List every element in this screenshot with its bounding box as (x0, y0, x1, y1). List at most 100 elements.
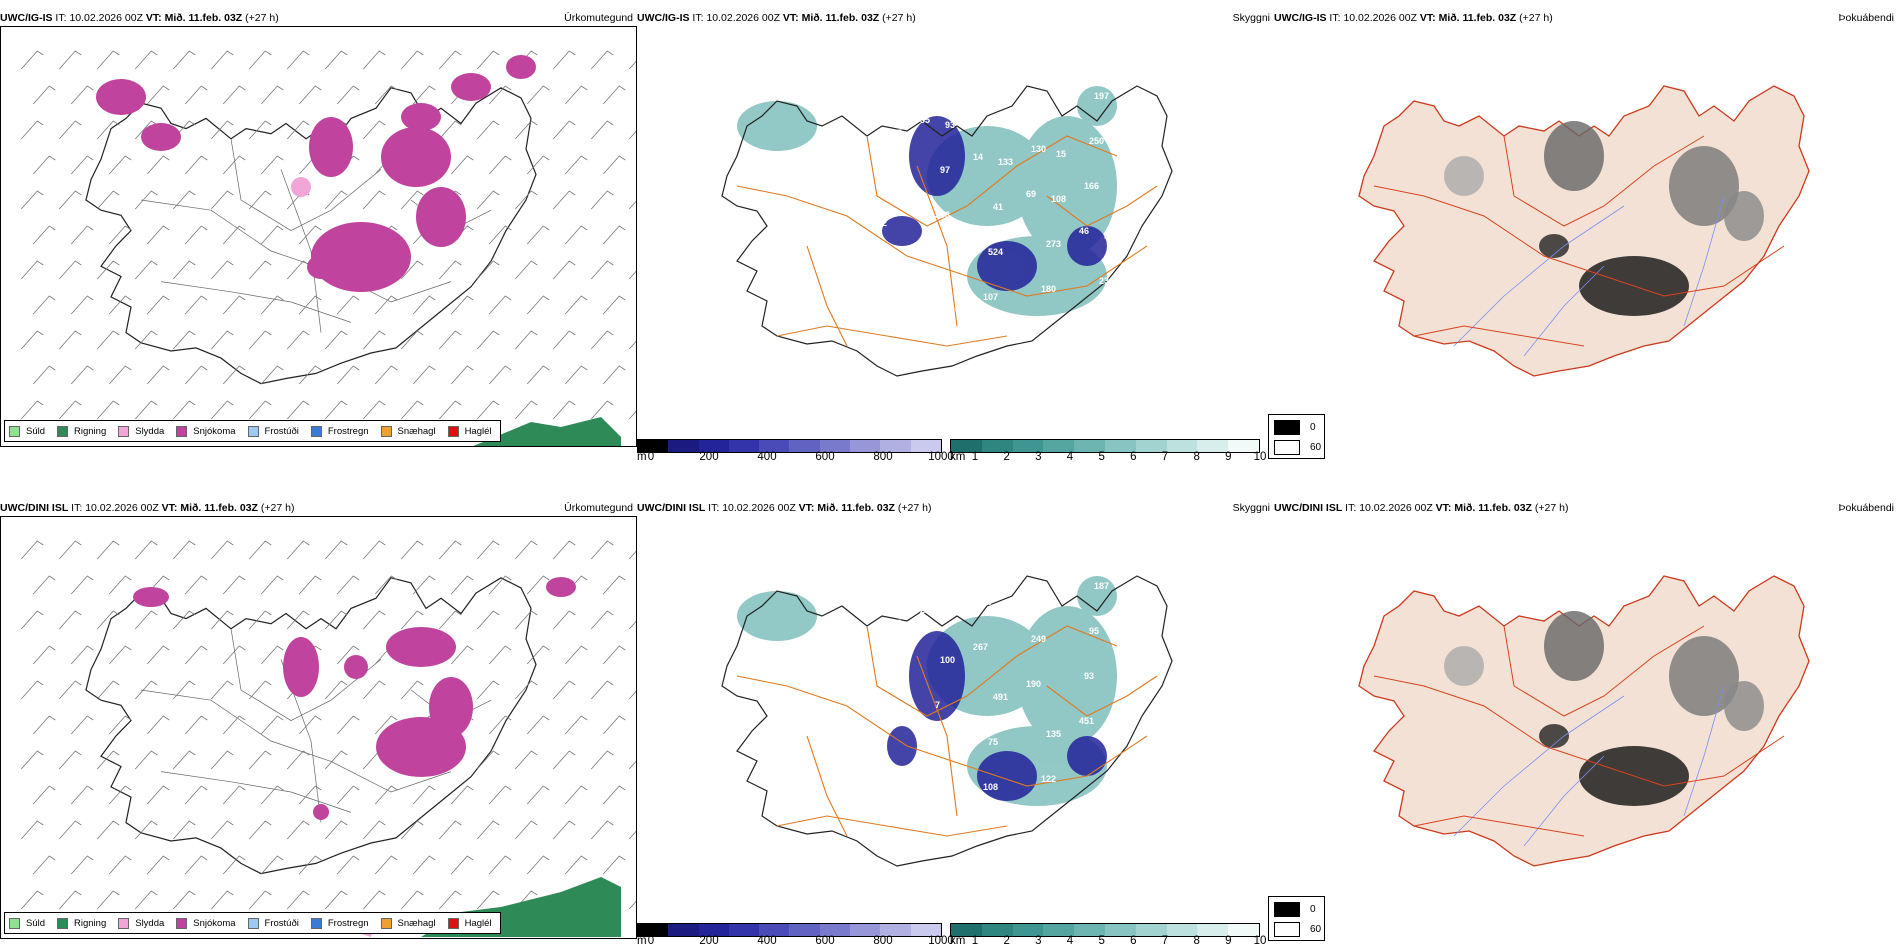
ceiling-value-label: 100 (940, 655, 955, 665)
legend-label: Frostregn (327, 917, 369, 929)
ceiling-unit: m (637, 935, 647, 947)
precip-map: Súld Rigning Slydda Snjókoma Frostúði Frostre… (0, 26, 637, 447)
visibility-colorbar (950, 923, 1260, 937)
legend-swatch (380, 425, 392, 437)
ceiling-value-label: 524 (988, 247, 1003, 257)
ceiling-tick: 600 (815, 451, 835, 463)
colorbar-segment (951, 924, 982, 936)
fog-legend-swatch (1274, 922, 1300, 937)
init-time: 10.02.2026 00Z (706, 12, 780, 24)
visibility-tick: 6 (1130, 935, 1137, 947)
legend-item: Rigning (57, 425, 106, 437)
legend-swatch (380, 917, 392, 929)
colorbar-segment (850, 924, 881, 936)
visibility-tick: 7 (1161, 451, 1169, 463)
legend-swatch (310, 425, 322, 437)
visibility-tick: 6 (1130, 451, 1137, 463)
fog-legend-item: 0 (1274, 420, 1316, 435)
init-time: 10.02.2026 00Z (1343, 12, 1417, 24)
ceiling-value-label: 267 (973, 642, 988, 652)
field-name: Úrkomutegund (564, 12, 633, 24)
legend-swatch (247, 425, 259, 437)
ceiling-value-label: 180 (1041, 284, 1056, 294)
panel-header: UWC/IG-IS IT: 10.02.2026 00Z VT: Mið. 11… (0, 10, 279, 26)
legend-item: Frostúði (247, 425, 299, 437)
ceiling-value-label: 10 (978, 107, 988, 117)
fog-legend-item: 60 (1274, 922, 1321, 937)
colorbar-segment (789, 440, 820, 452)
legend-item: Slydda (118, 917, 164, 929)
roads (736, 625, 1158, 837)
panel-header: UWC/IG-IS IT: 10.02.2026 00Z VT: Mið. 11… (1274, 10, 1553, 26)
ceiling-value-label: 69 (930, 255, 940, 265)
visibility-tick: 3 (1035, 935, 1042, 947)
visibility-map: 230 220 267 190 451 100 456 357 249 93 76 130 108 115… (637, 516, 1274, 936)
precip-map: Súld Rigning Slydda Snjókoma Frostúði Frostre… (0, 516, 637, 939)
iceland-outline (1358, 575, 1810, 867)
colorbar-segment (1166, 924, 1198, 936)
ceiling-tick: 800 (873, 935, 893, 947)
legend-swatch (176, 425, 188, 437)
fog-map (1274, 26, 1900, 446)
visibility-unit: km (950, 451, 966, 463)
lead-time: (+27 h) (882, 12, 916, 24)
fog-panel-row2: UWC/DINI ISL IT: 10.02.2026 00Z VT: Mið.… (1274, 500, 1900, 920)
init-label: IT: (1345, 502, 1357, 514)
ceiling-value-label: 220 (920, 605, 935, 615)
colorbar-segment (698, 924, 729, 936)
ceiling-value-label: 15 (1056, 149, 1066, 159)
panel-header: UWC/DINI ISL IT: 10.02.2026 00Z VT: Mið.… (1274, 500, 1568, 516)
lead-time: (+27 h) (245, 12, 279, 24)
visibility-tick: 8 (1193, 935, 1200, 947)
ceiling-labels: 588 55 14 69 46 10 166 10 130 166 72 69 107 103 250 276… (867, 78, 1119, 315)
ceiling-value-label: 108 (983, 782, 998, 792)
legend-swatch (9, 917, 20, 929)
ceiling-tick: 800 (873, 451, 893, 463)
init-time: 10.02.2026 00Z (722, 502, 796, 514)
visibility-tick: 1 (971, 935, 979, 947)
ceiling-value-label: 135 (1046, 729, 1061, 739)
valid-label: VT: (1419, 12, 1436, 24)
visibility-tick: 2 (1003, 451, 1010, 463)
ceiling-value-label: 93 (1084, 671, 1094, 681)
iceland-outline: 588 55 14 69 46 10 166 10 130 166 72 69 107 103 250 276… (721, 78, 1173, 377)
colorbar-segment (668, 924, 699, 936)
legend-item: Súld (9, 917, 45, 929)
legend-label: Slydda (135, 425, 165, 437)
ceiling-value-label: 133 (998, 157, 1013, 167)
visibility-tick: 10 (1253, 451, 1267, 463)
valid-time: Mið. 11.feb. 03Z (180, 502, 258, 514)
fog-legend-label: 0 (1310, 904, 1316, 915)
legend-label: Snæhagl (397, 917, 436, 929)
fog-legend: 0 60 (1268, 896, 1325, 941)
init-label: IT: (71, 502, 83, 514)
legend-item: Snjókoma (176, 425, 236, 437)
ceiling-value-label: 130 (1031, 144, 1046, 154)
visibility-tick: 2 (1003, 935, 1010, 947)
ceiling-value-label: 101 (892, 83, 907, 93)
precip-panel-row2: UWC/DINI ISL IT: 10.02.2026 00Z VT: Mið.… (0, 490, 637, 946)
legend-item: Slydda (118, 425, 165, 437)
ceiling-tick: 0 (647, 935, 655, 947)
ceiling-value-label: 72 (877, 218, 887, 228)
ceiling-value-label: 115 (1036, 589, 1051, 599)
fog-areas (1444, 611, 1764, 806)
visibility-panel-row2: UWC/DINI ISL IT: 10.02.2026 00Z VT: Mið.… (637, 500, 1274, 950)
ceiling-value-label: 190 (1026, 679, 1041, 689)
ceiling-value-label: 250 (1089, 136, 1104, 146)
fog-legend-item: 0 (1274, 902, 1316, 917)
init-label: IT: (692, 12, 704, 24)
valid-time: Mið. 11.feb. 03Z (817, 502, 895, 514)
iceland-outline (85, 577, 537, 875)
ceiling-value-label: 187 (1094, 581, 1109, 591)
iceland-outline: 230 220 267 190 451 100 456 357 249 93 76 130 108 115… (721, 568, 1173, 867)
ceiling-tick: 200 (699, 451, 719, 463)
visibility-unit: km (950, 935, 966, 947)
legend-swatch (176, 917, 188, 929)
valid-time: Mið. 11.feb. 03Z (164, 12, 243, 24)
model-name: UWC/IG-IS (0, 12, 53, 24)
lead-time: (+27 h) (1534, 502, 1569, 514)
colorbar-segment (789, 924, 820, 936)
ceiling-value-label: 97 (940, 165, 950, 175)
ceiling-value-label: 10 (872, 263, 882, 273)
